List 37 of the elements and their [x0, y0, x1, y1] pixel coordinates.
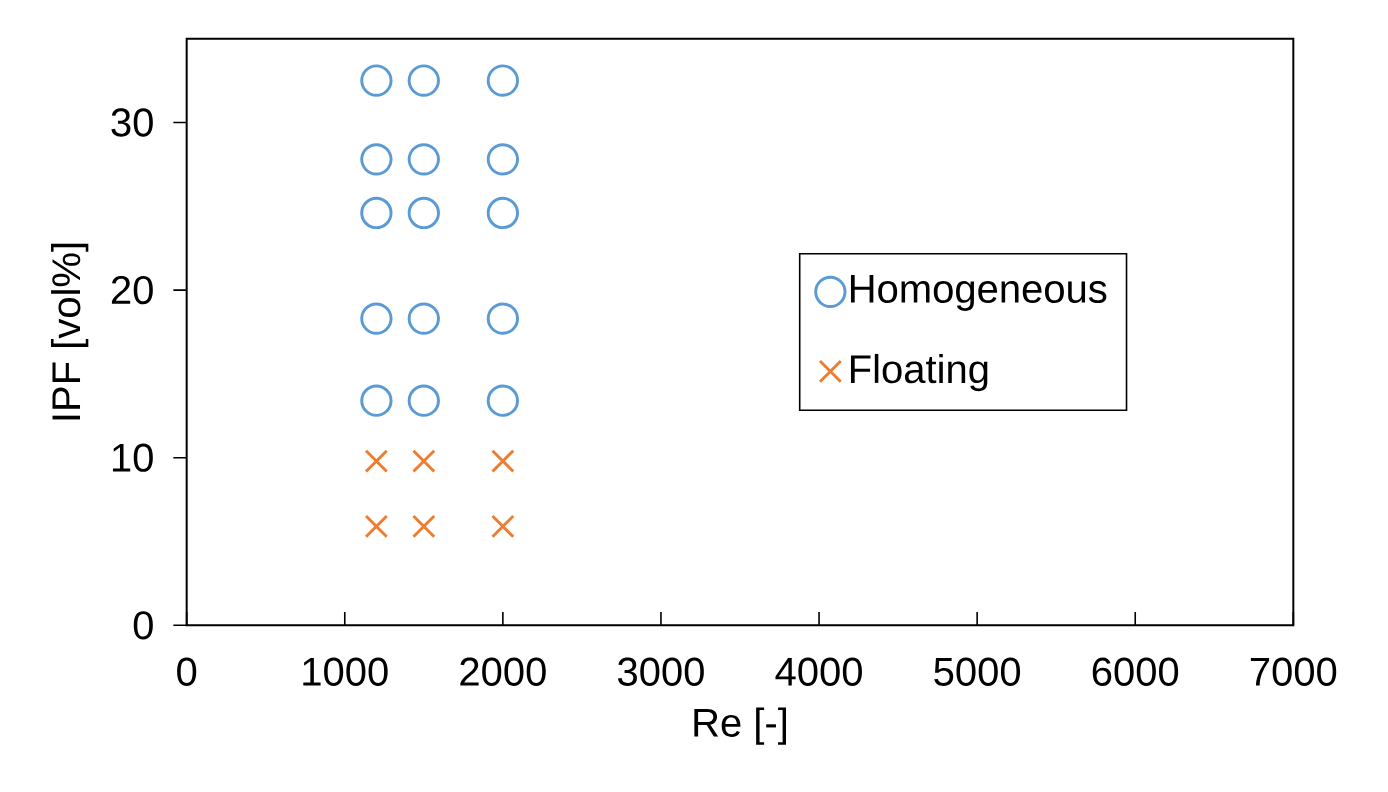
y-tick-label: 20: [111, 275, 153, 305]
point: [486, 64, 519, 97]
x-tick-label: 3000: [617, 657, 704, 686]
y-tick-label: 0: [133, 611, 153, 640]
point: [486, 196, 519, 230]
x-tick-label: 0: [177, 657, 197, 686]
point: [364, 449, 389, 473]
point: [360, 143, 393, 176]
point: [491, 514, 515, 539]
legend-label: Homogeneous: [850, 275, 1107, 311]
point: [491, 449, 515, 473]
point: [407, 196, 440, 230]
x-tick-label: 1000: [303, 657, 388, 686]
point: [486, 384, 519, 417]
point: [407, 384, 440, 417]
x-tick-label: 6000: [1092, 657, 1179, 686]
point: [411, 514, 436, 539]
point: [360, 64, 393, 97]
x-tick-label: 5000: [934, 657, 1021, 686]
point: [407, 64, 440, 97]
point: [407, 143, 440, 176]
y-tick-label: 10: [112, 443, 153, 472]
point: [486, 302, 519, 335]
x-tick-label: 4000: [775, 657, 862, 686]
x-tick-label: 2000: [460, 657, 546, 686]
legend-label: Floating: [850, 353, 988, 392]
y-tick-label: 30: [111, 108, 153, 137]
y-axis-title: IPF [vol%]: [51, 243, 89, 420]
point: [360, 384, 393, 417]
point: [407, 302, 440, 335]
x-tick-label: 7000: [1250, 657, 1337, 686]
point: [360, 196, 393, 230]
point: [411, 449, 436, 473]
x-axis-title: Re [-]: [694, 707, 786, 745]
point: [364, 514, 389, 539]
point: [486, 143, 519, 176]
point: [360, 302, 393, 335]
